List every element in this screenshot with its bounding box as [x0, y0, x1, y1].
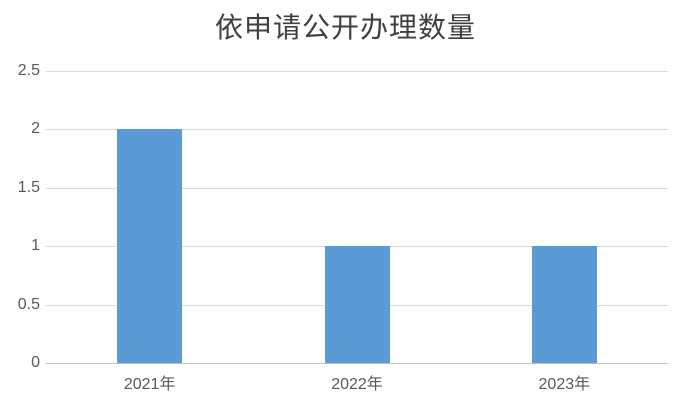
- gridline: [46, 187, 668, 189]
- gridline: [46, 71, 668, 72]
- y-axis-label: 1.5: [17, 178, 40, 196]
- bar-2022年: [324, 246, 390, 363]
- bar-2023年: [531, 246, 597, 363]
- x-axis-label: 2021年: [123, 376, 176, 393]
- y-axis-label: 0.5: [17, 295, 40, 313]
- x-axis-label: 2023年: [538, 376, 591, 393]
- bar-2021年: [117, 129, 183, 363]
- x-axis-label: 2022年: [331, 376, 383, 393]
- plot-area: [46, 71, 668, 364]
- y-axis-label: 2.5: [17, 62, 40, 79]
- y-axis-label: 2: [31, 120, 40, 138]
- y-axis-label: 0: [31, 354, 40, 371]
- gridline: [46, 129, 668, 131]
- chart-title: 依申请公开办理数量: [214, 13, 476, 44]
- y-axis-label: 1: [31, 237, 40, 255]
